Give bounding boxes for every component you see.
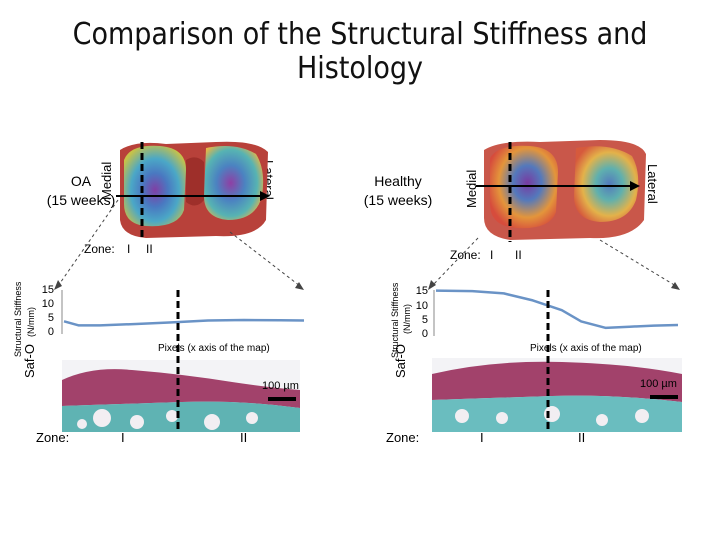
oa-medial-lateral-arrow [116,191,270,201]
x-axis-label: Pixels (x axis of the map) [158,343,270,354]
zone-label-bottom: Zone: [36,430,70,445]
zone-i-bottom: I [480,430,484,445]
oa-tibial-plateau-image [120,141,268,238]
zone-i: I [127,242,131,256]
y-tick-0: 0 [421,328,428,340]
zone-label: Zone: [450,248,481,262]
y-tick-5: 5 [47,312,54,324]
group-name: Healthy [374,173,422,189]
zone-i: I [490,248,494,262]
zone-i-bottom: I [121,430,125,445]
healthy-stiffness-chart [433,289,679,336]
scale-bar [650,395,678,399]
scale-label: 100 µm [640,378,677,390]
group-name: OA [70,173,92,189]
group-age: (15 weeks) [46,192,116,208]
group-label-oa: OA (15 weeks) [44,172,118,210]
y-tick-0: 0 [47,326,54,338]
y-tick-10: 10 [41,298,54,310]
scale-label: 100 µm [262,380,299,392]
zone-label-bottom: Zone: [386,430,420,445]
oa-zone-dashes [140,142,144,238]
healthy-zone-dashes [508,142,512,242]
y-tick-15: 15 [41,284,54,296]
zone-ii-bottom: II [240,430,248,445]
page-title: Comparison of the Structural Stiffness a… [40,18,680,86]
group-label-healthy: Healthy (15 weeks) [358,172,438,210]
healthy-medial-lateral-arrow [476,181,640,191]
oa-stiffness-chart [61,290,305,334]
title-line-1: Comparison of the Structural Stiffness a… [72,17,648,52]
oa-histology-image [62,360,300,432]
zone-ii: II [146,242,153,256]
zone-ii: II [515,248,522,262]
y-tick-10: 10 [415,300,428,312]
y-tick-5: 5 [421,314,428,326]
stiffness-series-line [435,289,679,330]
scale-bar [268,397,296,401]
group-age: (15 weeks) [363,192,433,208]
y-tick-15: 15 [415,285,428,297]
zone-ii-bottom: II [578,430,586,445]
stiffness-series-line [63,318,305,327]
healthy-histology-image [432,358,682,432]
zone-label: Zone: [84,242,115,256]
title-line-2: Histology [296,51,424,86]
x-axis-label: Pixels (x axis of the map) [530,343,642,354]
